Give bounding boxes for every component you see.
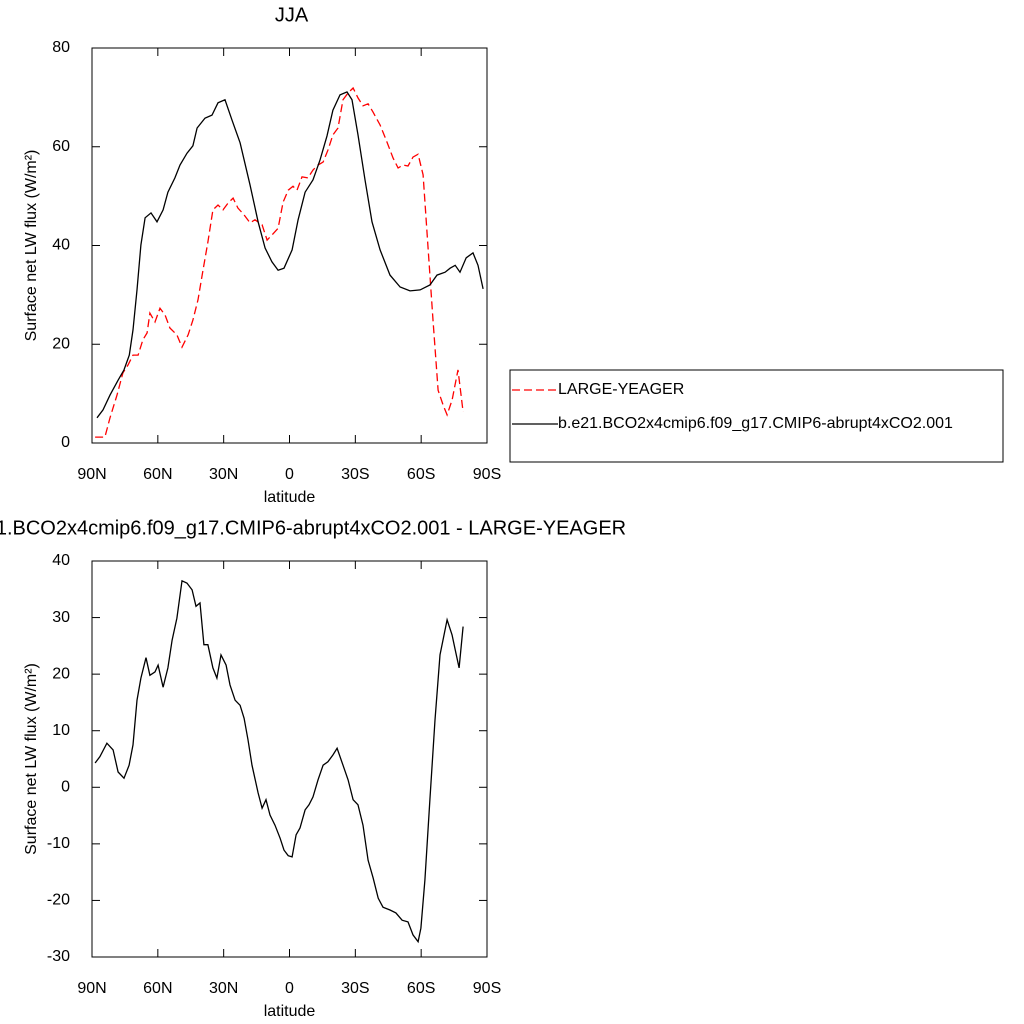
x-tick-label: 60S [407,466,435,483]
data-line [96,91,484,419]
y-tick-label: 30 [52,609,70,626]
y-tick-label: 10 [52,722,70,739]
chart-title: JJA [275,4,309,26]
x-tick-label: 30N [209,466,238,483]
x-tick-label: 90N [77,980,106,997]
y-tick-label: 0 [61,434,70,451]
legend-box [509,369,1004,463]
x-tick-label: 90N [77,466,106,483]
legend-label: b.e21.BCO2x4cmip6.f09_g17.CMIP6-abrupt4x… [558,415,953,432]
x-tick-label: 60N [143,980,172,997]
y-tick-label: 80 [52,39,70,56]
x-tick-label: 90S [473,980,501,997]
y-tick-label: 60 [52,138,70,155]
x-axis-label: latitude [264,489,316,506]
y-tick-label: 0 [61,779,70,796]
y-tick-label: -30 [47,948,70,965]
y-tick-label: -20 [47,892,70,909]
plot-frame [91,560,488,958]
y-tick-label: 40 [52,237,70,254]
y-axis-label: Surface net LW flux (W/m²) [23,150,40,342]
y-tick-label: 20 [52,335,70,352]
y-axis-label: Surface net LW flux (W/m²) [23,663,40,855]
x-tick-label: 60N [143,466,172,483]
y-tick-label: 40 [52,552,70,569]
x-tick-label: 0 [285,980,294,997]
x-tick-label: 90S [473,466,501,483]
chart-title: b.e21.BCO2x4cmip6.f09_g17.CMIP6-abrupt4x… [0,517,626,539]
y-tick-label: 20 [52,665,70,682]
x-tick-label: 30S [341,980,369,997]
data-line [95,86,464,438]
x-tick-label: 60S [407,980,435,997]
x-tick-label: 0 [285,466,294,483]
x-tick-label: 30N [209,980,238,997]
x-tick-label: 30S [341,466,369,483]
data-line [94,579,464,944]
legend-label: LARGE-YEAGER [558,381,684,398]
x-axis-label: latitude [264,1003,316,1020]
y-tick-label: -10 [47,835,70,852]
